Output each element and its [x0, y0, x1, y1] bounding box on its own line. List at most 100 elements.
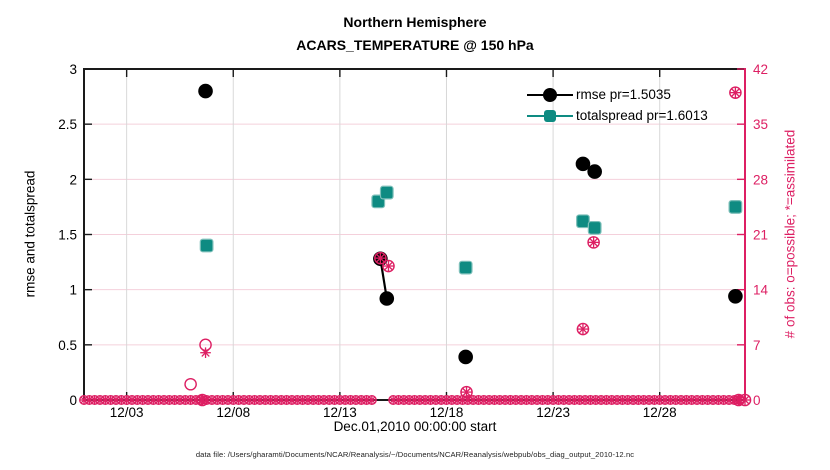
x-tick-label: 12/13	[323, 405, 357, 420]
obs-assimilated-star	[176, 396, 184, 404]
obs-assimilated-star	[464, 396, 472, 404]
obs-assimilated-star	[325, 396, 333, 404]
obs-possible-circle	[596, 395, 607, 406]
obs-assimilated-star	[736, 396, 743, 404]
obs-possible-circle	[601, 395, 612, 406]
obs-assimilated-star	[309, 396, 317, 404]
obs-assimilated-star	[160, 396, 168, 404]
rmse-line	[582, 162, 596, 173]
obs-assimilated-star	[469, 396, 477, 404]
obs-assimilated-star	[640, 396, 648, 404]
obs-assimilated-star	[315, 396, 322, 404]
obs-assimilated-star	[118, 396, 125, 404]
left-tick-label: 2.5	[58, 117, 77, 132]
obs-possible-circle	[738, 393, 752, 407]
obs-possible-circle	[185, 395, 196, 406]
obs-possible-circle	[324, 395, 335, 406]
obs-assimilated-star	[459, 396, 466, 404]
obs-assimilated-star	[448, 396, 456, 404]
obs-assimilated-star	[352, 396, 360, 404]
obs-assimilated-star	[368, 396, 376, 404]
obs-assimilated-star	[565, 396, 573, 404]
obs-possible-circle	[505, 395, 516, 406]
obs-assimilated-star	[571, 396, 578, 404]
obs-assimilated-star	[734, 395, 743, 405]
obs-assimilated-star	[368, 396, 376, 404]
left-tick-label: 3	[69, 62, 77, 77]
obs-assimilated-star	[645, 396, 653, 404]
obs-assimilated-star	[277, 396, 285, 404]
obs-assimilated-star	[491, 396, 498, 404]
obs-assimilated-star	[539, 396, 546, 404]
rmse-point	[575, 156, 591, 172]
obs-assimilated-star	[272, 396, 280, 404]
obs-possible-circle	[644, 395, 655, 406]
obs-possible-circle	[628, 395, 639, 406]
legend-label-rmse: rmse pr=1.5035	[576, 87, 671, 102]
obs-possible-circle	[398, 395, 409, 406]
obs-assimilated-star	[171, 396, 178, 404]
obs-assimilated-star	[725, 396, 733, 404]
obs-assimilated-star	[150, 396, 157, 404]
obs-assimilated-star	[715, 396, 722, 404]
totalspread-marker-sample	[527, 108, 573, 124]
obs-assimilated-star	[462, 387, 471, 397]
obs-assimilated-star	[171, 396, 178, 404]
obs-assimilated-star	[613, 396, 621, 404]
obs-assimilated-star	[677, 396, 685, 404]
obs-possible-circle	[206, 395, 217, 406]
obs-assimilated-star	[475, 396, 482, 404]
obs-assimilated-star	[693, 396, 701, 404]
obs-possible-circle	[148, 395, 159, 406]
totalspread-point	[379, 185, 394, 200]
obs-assimilated-star	[578, 324, 588, 334]
obs-possible-circle	[654, 395, 665, 406]
obs-assimilated-star	[507, 396, 514, 404]
obs-assimilated-star	[240, 396, 248, 404]
obs-assimilated-star	[261, 396, 269, 404]
obs-assimilated-star	[187, 396, 194, 404]
obs-assimilated-star	[229, 396, 237, 404]
obs-assimilated-star	[560, 396, 568, 404]
obs-assimilated-star	[91, 396, 98, 404]
obs-possible-circle	[478, 395, 489, 406]
obs-assimilated-star	[688, 396, 695, 404]
obs-possible-circle	[404, 395, 415, 406]
obs-assimilated-star	[587, 396, 594, 404]
obs-possible-circle	[105, 395, 116, 406]
obs-assimilated-star	[315, 396, 322, 404]
legend: rmse pr=1.5035 totalspread pr=1.6013	[527, 84, 708, 126]
obs-possible-circle	[638, 395, 649, 406]
obs-assimilated-star	[443, 396, 450, 404]
obs-assimilated-star	[667, 396, 674, 404]
left-tick-label: 0	[69, 393, 77, 408]
obs-assimilated-star	[597, 396, 605, 404]
obs-possible-circle	[548, 395, 559, 406]
obs-possible-circle	[484, 395, 495, 406]
obs-possible-circle	[313, 395, 324, 406]
obs-possible-circle	[500, 395, 511, 406]
obs-possible-circle	[270, 395, 281, 406]
obs-assimilated-star	[448, 396, 456, 404]
obs-assimilated-star	[699, 396, 706, 404]
obs-assimilated-star	[96, 396, 104, 404]
obs-assimilated-star	[624, 396, 632, 404]
obs-assimilated-star	[453, 396, 461, 404]
obs-assimilated-star	[629, 396, 637, 404]
obs-possible-circle	[184, 377, 197, 391]
obs-possible-circle	[585, 395, 596, 406]
obs-assimilated-star	[341, 396, 349, 404]
obs-possible-circle	[382, 259, 395, 273]
obs-assimilated-star	[544, 396, 552, 404]
obs-possible-circle	[350, 395, 361, 406]
obs-assimilated-star	[201, 348, 210, 357]
obs-assimilated-star	[462, 387, 471, 397]
obs-possible-circle	[302, 395, 313, 406]
obs-possible-circle	[617, 395, 628, 406]
obs-possible-circle	[574, 395, 585, 406]
obs-assimilated-star	[144, 396, 152, 404]
obs-assimilated-star	[651, 396, 658, 404]
obs-possible-circle	[430, 395, 441, 406]
x-axis-label: Dec.01,2010 00:00:00 start	[333, 419, 497, 434]
obs-possible-circle	[676, 395, 687, 406]
